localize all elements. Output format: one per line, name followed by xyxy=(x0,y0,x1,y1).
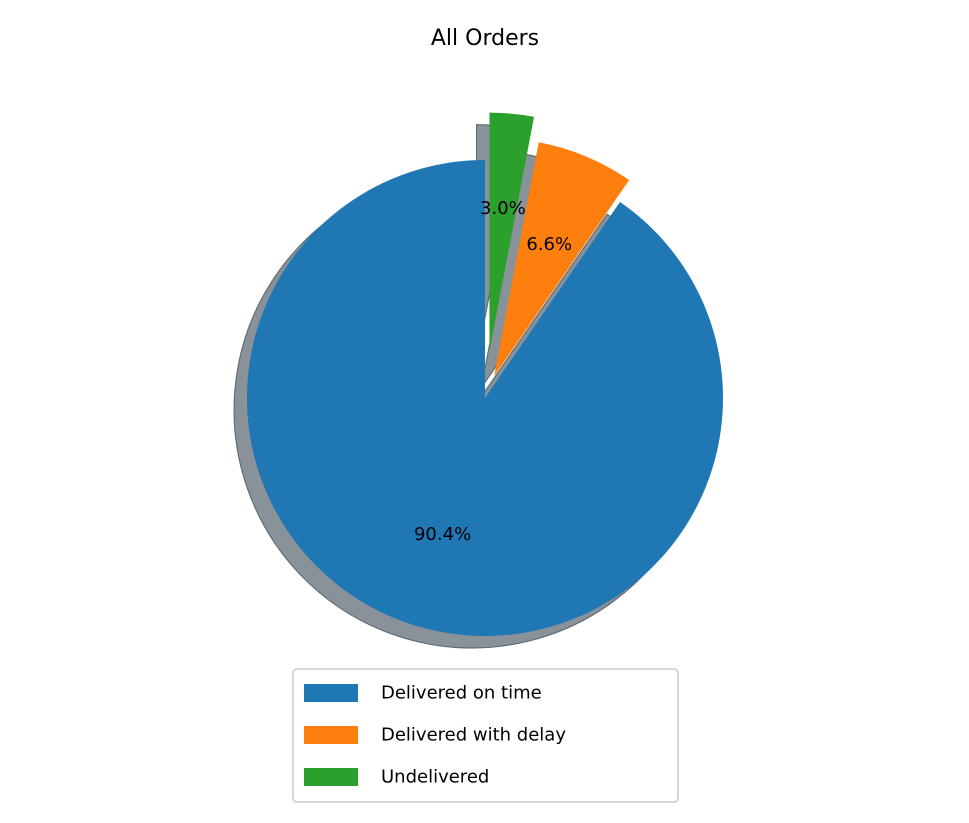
legend-label: Undelivered xyxy=(381,767,489,788)
legend-label: Delivered with delay xyxy=(381,725,566,746)
legend-swatch xyxy=(304,684,358,702)
pie-slice-delivered-on-time xyxy=(247,160,723,636)
percent-label: 6.6% xyxy=(526,234,572,255)
pie-slices xyxy=(247,112,723,636)
percent-label: 3.0% xyxy=(480,198,526,219)
chart-title: All Orders xyxy=(431,26,539,51)
pie-slice-undelivered xyxy=(489,112,535,351)
legend-label: Delivered on time xyxy=(381,683,542,704)
legend-swatch xyxy=(304,768,358,786)
percent-label: 90.4% xyxy=(414,524,471,545)
legend: Delivered on time Delivered with delay Und… xyxy=(292,668,679,803)
pie-slice-delivered-with-delay xyxy=(494,142,630,377)
legend-swatch xyxy=(304,726,358,744)
percent-labels: 90.4% 6.6%3.0% xyxy=(414,198,572,545)
legend-frame xyxy=(292,668,679,803)
